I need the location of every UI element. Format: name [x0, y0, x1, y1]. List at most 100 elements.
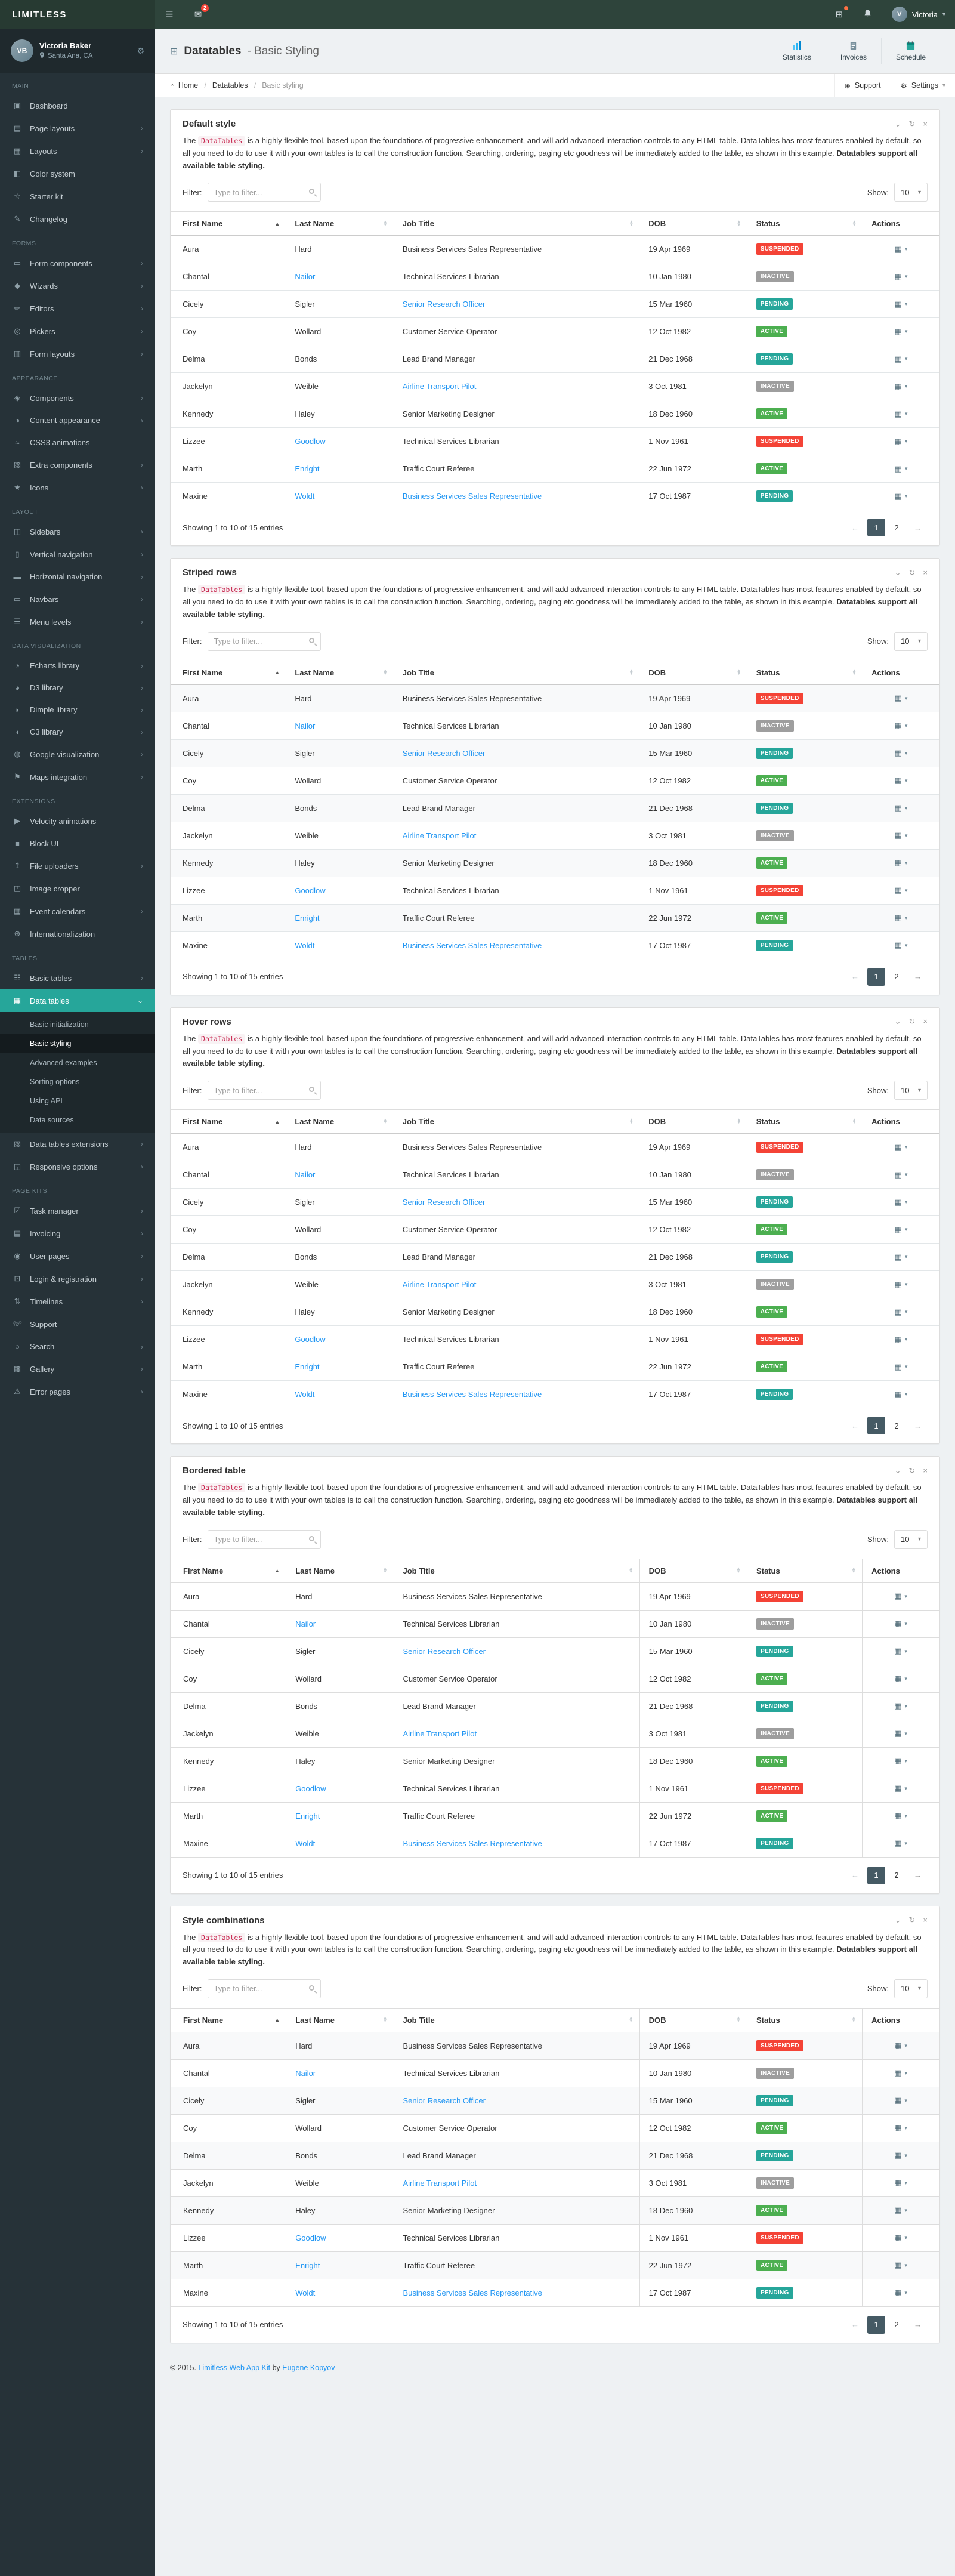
column-header-status[interactable]: Status ▲ ▼: [746, 2007, 863, 2032]
column-header-last-name[interactable]: Last Name ▲ ▼: [286, 1109, 394, 1134]
sidebar-item-task-manager[interactable]: ☑ Task manager ›: [0, 1199, 155, 1222]
sidebar-user-card[interactable]: VB Victoria Baker Santa Ana, CA ⚙: [0, 29, 155, 73]
actions-menu-button[interactable]: ▦ ▾: [894, 1701, 907, 1711]
sidebar-item-content-appearance[interactable]: ◑ Content appearance ›: [0, 409, 155, 431]
actions-menu-button[interactable]: ▦ ▾: [894, 1646, 907, 1656]
footer-theme-link[interactable]: Limitless Web App Kit: [198, 2363, 271, 2372]
reload-icon[interactable]: ↻: [908, 1017, 916, 1026]
header-link-schedule[interactable]: Schedule: [880, 38, 940, 64]
cell-job-title[interactable]: Business Services Sales Representative: [393, 931, 640, 959]
cell-job-title[interactable]: Airline Transport Pilot: [393, 372, 640, 400]
pagination-prev[interactable]: ←: [851, 523, 859, 532]
column-header-dob[interactable]: DOB ▲ ▼: [639, 2007, 747, 2032]
cell-last-name[interactable]: Goodlow: [286, 1774, 394, 1803]
sidebar-item-horizontal-navigation[interactable]: ▬ Horizontal navigation ›: [0, 566, 155, 588]
column-header-first-name[interactable]: First Name ▲: [171, 1558, 287, 1583]
sidebar-item-c3-library[interactable]: ◖ C3 library ›: [0, 721, 155, 743]
actions-menu-button[interactable]: ▦ ▾: [895, 1143, 908, 1152]
sidebar-item-timelines[interactable]: ⇅ Timelines ›: [0, 1290, 155, 1313]
cell-last-name[interactable]: Goodlow: [286, 2223, 394, 2252]
pagination-next[interactable]: →: [914, 1421, 922, 1430]
close-icon[interactable]: ×: [923, 1466, 928, 1475]
page-length-select[interactable]: 10 ▾: [894, 1979, 928, 1998]
sidebar-item-extra-components[interactable]: ▧ Extra components ›: [0, 454, 155, 476]
actions-menu-button[interactable]: ▦ ▾: [895, 437, 908, 446]
cell-last-name[interactable]: Enright: [286, 1353, 394, 1381]
breadcrumb-home[interactable]: ⌂ Home: [170, 81, 199, 90]
sidebar-item-dashboard[interactable]: ▣ Dashboard: [0, 94, 155, 117]
actions-menu-button[interactable]: ▦ ▾: [895, 1252, 908, 1262]
sidebar-item-gallery[interactable]: ▩ Gallery ›: [0, 1358, 155, 1380]
actions-menu-button[interactable]: ▦ ▾: [894, 2041, 907, 2050]
cell-last-name[interactable]: Woldt: [286, 1380, 394, 1408]
cell-job-title[interactable]: Business Services Sales Representative: [393, 1829, 640, 1858]
sidebar-item-data-tables-extensions[interactable]: ▧ Data tables extensions ›: [0, 1133, 155, 1155]
cell-job-title[interactable]: Senior Research Officer: [393, 739, 640, 767]
sidebar-item-starter-kit[interactable]: ☆ Starter kit: [0, 185, 155, 208]
sidebar-item-icons[interactable]: ★ Icons ›: [0, 476, 155, 499]
column-header-job-title[interactable]: Job Title ▲ ▼: [393, 1109, 640, 1134]
cell-job-title[interactable]: Airline Transport Pilot: [393, 2168, 640, 2197]
pagination-next[interactable]: →: [914, 1871, 922, 1880]
cell-last-name[interactable]: Enright: [286, 903, 394, 932]
collapse-icon[interactable]: ⌄: [894, 567, 901, 577]
pagination-page-2[interactable]: 2: [894, 1421, 899, 1430]
apps-button[interactable]: ⊞: [825, 0, 854, 29]
actions-menu-button[interactable]: ▦ ▾: [895, 721, 908, 730]
cell-job-title[interactable]: Senior Research Officer: [393, 1188, 640, 1216]
gear-icon[interactable]: ⚙: [137, 45, 144, 55]
actions-menu-button[interactable]: ▦ ▾: [895, 886, 908, 895]
sidebar-item-event-calendars[interactable]: ▦ Event calendars ›: [0, 900, 155, 923]
sidebar-subitem-data-sources[interactable]: Data sources: [30, 1116, 74, 1124]
column-header-dob[interactable]: DOB ▲ ▼: [639, 211, 747, 236]
cell-last-name[interactable]: Nailor: [286, 1609, 394, 1638]
collapse-icon[interactable]: ⌄: [894, 119, 901, 128]
header-link-statistics[interactable]: Statistics: [768, 38, 826, 64]
sidebar-item-echarts-library[interactable]: ◔ Echarts library ›: [0, 655, 155, 677]
sidebar-item-d3-library[interactable]: ◕ D3 library ›: [0, 677, 155, 699]
close-icon[interactable]: ×: [923, 1915, 928, 1925]
column-header-status[interactable]: Status ▲ ▼: [747, 660, 863, 685]
column-header-last-name[interactable]: Last Name ▲ ▼: [286, 660, 394, 685]
actions-menu-button[interactable]: ▦ ▾: [895, 1198, 908, 1207]
cell-last-name[interactable]: Woldt: [286, 2278, 394, 2307]
cell-last-name[interactable]: Nailor: [286, 263, 394, 291]
actions-menu-button[interactable]: ▦ ▾: [894, 1591, 907, 1601]
cell-job-title[interactable]: Airline Transport Pilot: [393, 1719, 640, 1748]
column-header-dob[interactable]: DOB ▲ ▼: [639, 1558, 747, 1583]
cell-last-name[interactable]: Woldt: [286, 931, 394, 959]
cell-last-name[interactable]: Woldt: [286, 1829, 394, 1858]
column-header-job-title[interactable]: Job Title ▲ ▼: [393, 660, 640, 685]
pagination-page-1[interactable]: 1: [867, 1866, 885, 1884]
actions-menu-button[interactable]: ▦ ▾: [894, 2068, 907, 2078]
actions-menu-button[interactable]: ▦ ▾: [894, 1838, 907, 1848]
sidebar-subitem-basic-styling[interactable]: Basic styling: [0, 1034, 155, 1053]
cell-job-title[interactable]: Airline Transport Pilot: [393, 821, 640, 850]
column-header-job-title[interactable]: Job Title ▲ ▼: [393, 2007, 640, 2032]
column-header-job-title[interactable]: Job Title ▲ ▼: [393, 211, 640, 236]
sidebar-item-image-cropper[interactable]: ◳ Image cropper: [0, 877, 155, 900]
user-menu[interactable]: V Victoria ▾: [882, 0, 955, 29]
sidebar-item-vertical-navigation[interactable]: ▯ Vertical navigation ›: [0, 543, 155, 566]
column-header-first-name[interactable]: First Name ▲: [171, 2007, 287, 2032]
reload-icon[interactable]: ↻: [908, 119, 916, 128]
sidebar-item-components[interactable]: ◈ Components ›: [0, 387, 155, 409]
actions-menu-button[interactable]: ▦ ▾: [894, 2178, 907, 2188]
column-header-first-name[interactable]: First Name ▲: [171, 211, 286, 236]
actions-menu-button[interactable]: ▦ ▾: [894, 1729, 907, 1738]
sidebar-item-wizards[interactable]: ◆ Wizards ›: [0, 274, 155, 297]
sidebar-item-maps-integration[interactable]: ⚑ Maps integration ›: [0, 766, 155, 788]
sidebar-subitem-using-api[interactable]: Using API: [30, 1097, 63, 1105]
column-header-status[interactable]: Status ▲ ▼: [746, 1558, 863, 1583]
pagination-next[interactable]: →: [914, 523, 922, 532]
sidebar-item-data-tables[interactable]: ▦ Data tables ⌄: [0, 989, 155, 1012]
cell-last-name[interactable]: Woldt: [286, 482, 394, 510]
actions-menu-button[interactable]: ▦ ▾: [895, 1170, 908, 1180]
cell-job-title[interactable]: Senior Research Officer: [393, 290, 640, 318]
page-length-select[interactable]: 10 ▾: [894, 183, 928, 202]
cell-job-title[interactable]: Senior Research Officer: [393, 2086, 640, 2115]
pagination-next[interactable]: →: [914, 972, 922, 982]
cell-last-name[interactable]: Nailor: [286, 711, 394, 740]
pagination-page-1[interactable]: 1: [867, 519, 885, 537]
filter-input[interactable]: [207, 183, 321, 202]
